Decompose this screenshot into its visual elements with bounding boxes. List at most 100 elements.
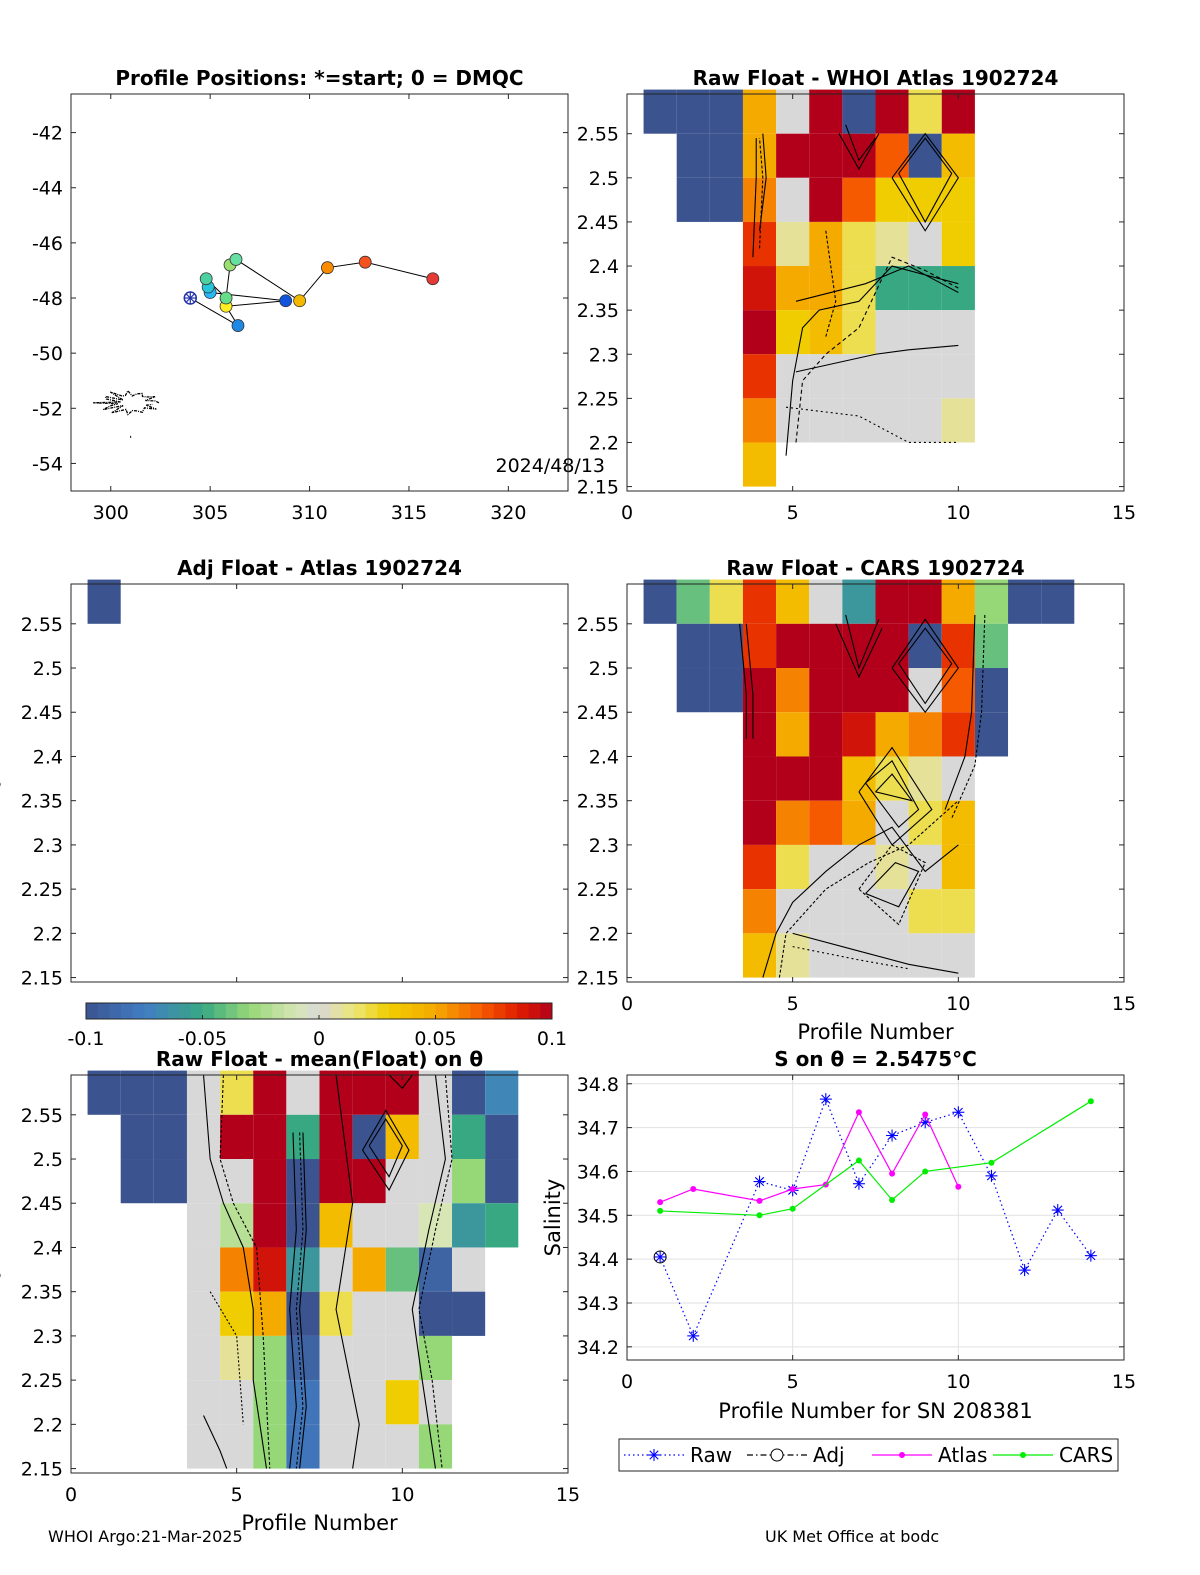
raw_mean-contour-line [362, 1109, 410, 1192]
adj_atlas-ylabel: θ [0, 777, 5, 789]
series-raw-point [854, 1179, 864, 1189]
raw_mean-cell [352, 1070, 386, 1115]
raw_whoi-cell [742, 89, 777, 134]
colorbar-swatch [97, 1003, 110, 1019]
raw_whoi-border [626, 93, 1125, 492]
track-point [321, 261, 334, 275]
raw_cars-cell [676, 668, 710, 713]
raw_whoi-cell [676, 177, 710, 222]
raw_mean-cell [485, 1159, 519, 1204]
raw_whoi-cell [809, 89, 843, 134]
salinity-xtick-label: 5 [787, 1371, 799, 1393]
colorbar-swatch [482, 1003, 495, 1019]
raw_mean-cell [253, 1203, 287, 1248]
raw_mean-cell [120, 1159, 154, 1204]
raw_cars-contour-line [778, 800, 959, 978]
colorbar-swatch [214, 1003, 227, 1019]
adj_atlas-border [70, 583, 569, 983]
raw_mean-cell [253, 1159, 287, 1204]
salinity-border [626, 1074, 1125, 1361]
series-adj-point [653, 1250, 667, 1264]
colorbar-swatch [237, 1003, 250, 1019]
series-raw-point [821, 1094, 831, 1104]
raw_cars-cell [742, 756, 777, 801]
positions-xtick-label: 305 [192, 502, 228, 524]
raw_whoi-title: Raw Float - WHOI Atlas 1902724 [693, 66, 1059, 90]
adj_atlas-ytick-label: 2.25 [21, 879, 63, 901]
colorbar-swatch [319, 1003, 332, 1019]
raw_whoi-cell [875, 89, 909, 134]
raw_whoi-ytick-label: 2.4 [589, 256, 619, 278]
salinity-xtick-label: 10 [946, 1371, 970, 1393]
colorbar-tick-label: -0.1 [67, 1028, 104, 1050]
salinity-xlabel: Profile Number for SN 208381 [718, 1399, 1032, 1423]
series-atlas-point [922, 1111, 929, 1118]
raw_whoi-cell [842, 221, 876, 267]
raw_whoi-cells [643, 89, 975, 487]
raw_mean-cell [319, 1203, 353, 1248]
positions-border [70, 93, 569, 492]
raw_whoi-contour-line [752, 138, 757, 258]
raw_whoi-contour-line [891, 132, 959, 232]
raw_mean-cell [385, 1114, 419, 1160]
raw_mean-cell [153, 1114, 187, 1160]
raw_cars-cell [809, 623, 843, 669]
raw_cars-cell [776, 800, 810, 845]
float-track-line [190, 258, 433, 327]
raw_mean-xtick-label: 10 [390, 1484, 414, 1506]
raw_cars-cell [908, 844, 942, 890]
adj_atlas-cells [87, 579, 121, 624]
legend-label-atlas: Atlas [938, 1443, 987, 1467]
colorbar-swatch [295, 1003, 308, 1019]
raw_whoi-cell [842, 177, 876, 222]
raw_whoi-contour-line [795, 256, 959, 443]
colorbar-tick-label: 0 [313, 1028, 325, 1050]
raw_whoi-cell [941, 398, 975, 443]
raw_whoi-cell [908, 221, 942, 267]
raw_whoi-cell [742, 442, 777, 487]
series-atlas-point [657, 1199, 664, 1206]
raw_cars-cell [776, 844, 810, 890]
raw_cars-cell [742, 579, 777, 624]
colorbar-swatch [505, 1003, 518, 1019]
raw_whoi-cell [908, 177, 942, 222]
track-point [219, 291, 233, 305]
adj_atlas-ytick-label: 2.3 [33, 835, 63, 857]
raw_whoi-cell [776, 133, 810, 178]
raw_mean-cell [385, 1335, 419, 1381]
colorbar-swatch [202, 1003, 215, 1019]
raw_whoi-cell [776, 266, 810, 311]
raw_mean-cell [220, 1203, 254, 1248]
raw_mean-cell [120, 1070, 154, 1115]
colorbar-swatch [225, 1003, 238, 1019]
colorbar-swatch [284, 1003, 297, 1019]
raw_cars-cell [776, 668, 810, 713]
raw_mean-cell [253, 1380, 287, 1425]
raw_cars-cell [742, 844, 777, 890]
track-point [279, 294, 293, 308]
raw_whoi-cell [643, 89, 677, 134]
series-cars-point [889, 1196, 896, 1203]
raw_mean-cell [485, 1114, 519, 1160]
raw_whoi-cell [875, 398, 909, 443]
raw_whoi-contour-line [795, 344, 959, 373]
positions-ytick-label: -42 [32, 123, 63, 145]
raw_cars-cell [941, 844, 975, 890]
raw_mean-cell [352, 1247, 386, 1292]
raw_whoi-cell [941, 221, 975, 267]
series-atlas-point [756, 1197, 763, 1204]
positions-ytick-label: -48 [32, 288, 63, 310]
colorbar-swatch [109, 1003, 122, 1019]
raw_mean-cell [319, 1247, 353, 1292]
raw_cars-cell [875, 844, 909, 890]
salinity-xtick-label: 15 [1112, 1371, 1136, 1393]
raw_mean-cell [319, 1335, 353, 1381]
raw_mean-ytick-label: 2.5 [33, 1149, 63, 1171]
raw_whoi-cell [875, 177, 909, 222]
raw_cars-cell [709, 623, 743, 669]
raw_mean-cell [418, 1203, 453, 1248]
raw_mean-cell [319, 1291, 353, 1336]
positions-background [71, 94, 568, 491]
colorbar-swatch [470, 1003, 483, 1019]
raw_cars-ytick-label: 2.2 [589, 923, 619, 945]
